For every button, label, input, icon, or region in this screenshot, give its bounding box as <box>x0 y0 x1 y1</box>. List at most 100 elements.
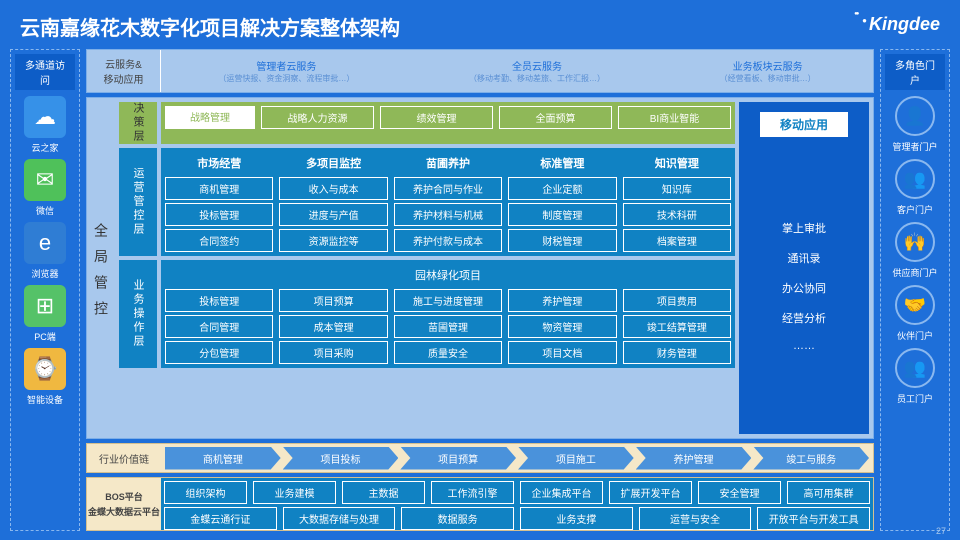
mobile-item: 经营分析 <box>782 310 826 326</box>
value-chain-row: 行业价值链商机管理项目投标项目预算项目施工养护管理竣工与服务 <box>86 443 874 473</box>
bos-cell: 金蝶云通行证 <box>164 507 277 530</box>
bos-cell: 大数据存储与处理 <box>283 507 396 530</box>
main-layout: 多通道访问 ☁ 云之家 ✉ 微信 e 浏览器 ⊞ PC端 ⌚ 智能设备 云服务&移动应用 管理者云服… <box>0 49 960 539</box>
biz-cell: 养护管理 <box>508 289 616 312</box>
ops-cell: 养护材料与机械 <box>394 203 502 226</box>
chain-step: 养护管理 <box>636 447 752 470</box>
bos-cell: 扩展开发平台 <box>609 481 692 504</box>
ops-cell: 知识库 <box>623 177 731 200</box>
channel-icon[interactable]: ⊞ <box>24 285 66 327</box>
ops-cell: 投标管理 <box>165 203 273 226</box>
ops-cell: 进度与产值 <box>279 203 387 226</box>
biz-cell: 分包管理 <box>165 341 273 364</box>
cloud-label: 云服务&移动应用 <box>87 50 161 92</box>
bos-cell: 工作流引擎 <box>431 481 514 504</box>
biz-cell: 投标管理 <box>165 289 273 312</box>
bos-label: BOS平台金蝶大数据云平台 <box>87 478 161 530</box>
portal-icon[interactable]: 🤝 <box>895 285 935 325</box>
biz-cell: 项目文档 <box>508 341 616 364</box>
bos-cell: 组织架构 <box>164 481 247 504</box>
ops-head: 苗圃养护 <box>394 152 502 174</box>
portal-icon[interactable]: 🙌 <box>895 222 935 262</box>
chain-step: 项目施工 <box>518 447 634 470</box>
biz-cell: 质量安全 <box>394 341 502 364</box>
portal-icon[interactable]: 👥 <box>895 159 935 199</box>
bos-cell: 开放平台与开发工具 <box>757 507 870 530</box>
portal-label: 伙伴门户 <box>897 329 933 342</box>
biz-cell: 施工与进度管理 <box>394 289 502 312</box>
cloud-service-item: 业务板块云服务（经营看板、移动审批…） <box>720 58 816 84</box>
channel-icon[interactable]: ✉ <box>24 159 66 201</box>
biz-title: 园林绿化项目 <box>165 264 731 286</box>
bos-cell: 业务建模 <box>253 481 336 504</box>
biz-cell: 项目预算 <box>279 289 387 312</box>
mobile-item: …… <box>793 340 815 352</box>
chain-step: 商机管理 <box>165 447 281 470</box>
portal-label: 客户门户 <box>897 203 933 216</box>
bos-cell: 业务支撑 <box>520 507 633 530</box>
channel-icon[interactable]: ⌚ <box>24 348 66 390</box>
decision-cell: 战略人力资源 <box>261 106 374 129</box>
biz-cell: 苗圃管理 <box>394 315 502 338</box>
left-sidebar: 多通道访问 ☁ 云之家 ✉ 微信 e 浏览器 ⊞ PC端 ⌚ 智能设备 <box>10 49 80 531</box>
ops-head: 知识管理 <box>623 152 731 174</box>
bos-platform-row: BOS平台金蝶大数据云平台组织架构业务建模主数据工作流引擎企业集成平台扩展开发平… <box>86 477 874 531</box>
ops-cell: 资源监控等 <box>279 229 387 252</box>
ops-cell: 养护付款与成本 <box>394 229 502 252</box>
chain-step: 项目预算 <box>400 447 516 470</box>
chain-step: 竣工与服务 <box>753 447 869 470</box>
ops-head: 市场经营 <box>165 152 273 174</box>
biz-label: 业务操作层 <box>119 260 157 368</box>
bos-cell: 主数据 <box>342 481 425 504</box>
ops-cell: 收入与成本 <box>279 177 387 200</box>
channel-label: PC端 <box>34 330 56 343</box>
channel-icon[interactable]: ☁ <box>24 96 66 138</box>
strategy-cell: 战略管理 <box>165 106 255 129</box>
biz-cell: 物资管理 <box>508 315 616 338</box>
biz-cell: 成本管理 <box>279 315 387 338</box>
portal-label: 管理者门户 <box>892 140 937 153</box>
bos-cell: 高可用集群 <box>787 481 870 504</box>
channel-label: 云之家 <box>31 141 58 154</box>
decision-cell: 绩效管理 <box>380 106 493 129</box>
page-number: 27 <box>936 526 946 536</box>
decision-cell: BI商业智能 <box>618 106 731 129</box>
channel-label: 智能设备 <box>27 393 63 406</box>
right-sidebar-title: 多角色门户 <box>885 54 945 90</box>
portal-icon[interactable]: 👤 <box>895 96 935 136</box>
biz-cell: 竣工结算管理 <box>623 315 731 338</box>
biz-cell: 项目费用 <box>623 289 731 312</box>
channel-label: 浏览器 <box>31 267 58 280</box>
biz-cell: 合同管理 <box>165 315 273 338</box>
mobile-item: 办公协同 <box>782 280 826 296</box>
biz-cell: 财务管理 <box>623 341 731 364</box>
right-sidebar: 多角色门户 👤 管理者门户 👥 客户门户 🙌 供应商门户 🤝 伙伴门户 👥 员工门户 <box>880 49 950 531</box>
ops-head: 标准管理 <box>508 152 616 174</box>
portal-label: 员工门户 <box>897 392 933 405</box>
chain-step: 项目投标 <box>283 447 399 470</box>
mobile-item: 掌上审批 <box>782 220 826 236</box>
portal-label: 供应商门户 <box>892 266 937 279</box>
decision-layer: 决策层战略管理战略人力资源绩效管理全面预算 BI商业智能 <box>119 102 735 144</box>
bos-cell: 企业集成平台 <box>520 481 603 504</box>
channel-icon[interactable]: e <box>24 222 66 264</box>
ops-cell: 合同签约 <box>165 229 273 252</box>
mobile-title: 移动应用 <box>760 112 848 137</box>
page-title: 云南嘉缘花木数字化项目解决方案整体架构 <box>0 0 960 49</box>
cloud-service-item: 管理者云服务（运营快报、资金洞察、流程审批…） <box>218 58 354 84</box>
left-sidebar-title: 多通道访问 <box>15 54 75 90</box>
decision-cell: 全面预算 <box>499 106 612 129</box>
ops-layer: 运营管控层市场经营多项目监控苗圃养护标准管理知识管理商机管理收入与成本养护合同与… <box>119 148 735 256</box>
cloud-services-row: 云服务&移动应用管理者云服务（运营快报、资金洞察、流程审批…）全员云服务（移动考… <box>86 49 874 93</box>
biz-cell: 项目采购 <box>279 341 387 364</box>
bos-cell: 安全管理 <box>698 481 781 504</box>
biz-layer: 业务操作层园林绿化项目投标管理项目预算施工与进度管理养护管理项目费用合同管理成本… <box>119 260 735 368</box>
channel-label: 微信 <box>36 204 54 217</box>
mobile-panel: 移动应用掌上审批通讯录办公协同经营分析…… <box>739 102 869 434</box>
portal-icon[interactable]: 👥 <box>895 348 935 388</box>
decision-label: 决策层 <box>119 102 157 144</box>
global-control-label: 全局管控 <box>87 98 115 438</box>
bos-cell: 数据服务 <box>401 507 514 530</box>
logo: Kingdee <box>862 14 940 35</box>
ops-cell: 制度管理 <box>508 203 616 226</box>
